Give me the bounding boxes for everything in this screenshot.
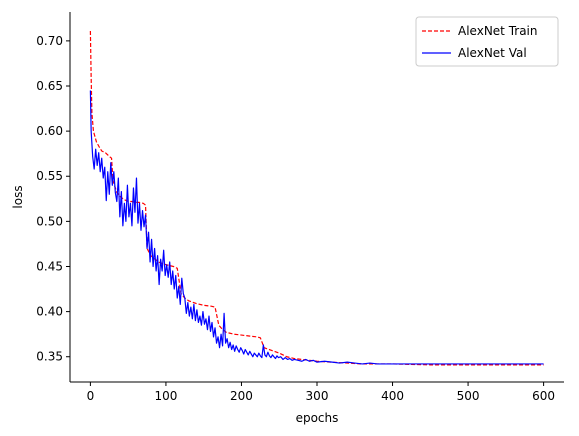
x-tick-label: 200 xyxy=(230,389,253,403)
plot-area xyxy=(89,30,544,366)
x-tick-label: 600 xyxy=(532,389,555,403)
x-tick-label: 100 xyxy=(154,389,177,403)
y-tick-label: 0.60 xyxy=(36,124,63,138)
y-tick-label: 0.55 xyxy=(36,169,63,183)
y-tick-label: 0.35 xyxy=(36,350,63,364)
y-axis-label: loss xyxy=(11,185,25,208)
legend-label-train: AlexNet Train xyxy=(458,24,538,38)
y-ticks: 0.35 0.40 0.45 0.50 0.55 0.60 0.65 0.70 xyxy=(36,34,70,364)
y-tick-label: 0.40 xyxy=(36,305,63,319)
x-tick-label: 0 xyxy=(87,389,95,403)
y-tick-label: 0.70 xyxy=(36,34,63,48)
x-tick-label: 400 xyxy=(381,389,404,403)
legend-frame xyxy=(415,16,559,67)
series-line-val xyxy=(89,90,544,365)
y-tick-label: 0.65 xyxy=(36,79,63,93)
series-line-train xyxy=(89,30,544,366)
x-ticks: 0 100 200 300 400 500 600 xyxy=(87,382,555,403)
y-tick-label: 0.45 xyxy=(36,259,63,273)
x-tick-label: 500 xyxy=(457,389,480,403)
legend-label-val: AlexNet Val xyxy=(458,46,527,60)
x-tick-label: 300 xyxy=(306,389,329,403)
x-axis-label: epochs xyxy=(296,411,339,425)
axes xyxy=(69,12,564,383)
legend: AlexNet Train AlexNet Val xyxy=(415,16,559,67)
y-tick-label: 0.50 xyxy=(36,214,63,228)
